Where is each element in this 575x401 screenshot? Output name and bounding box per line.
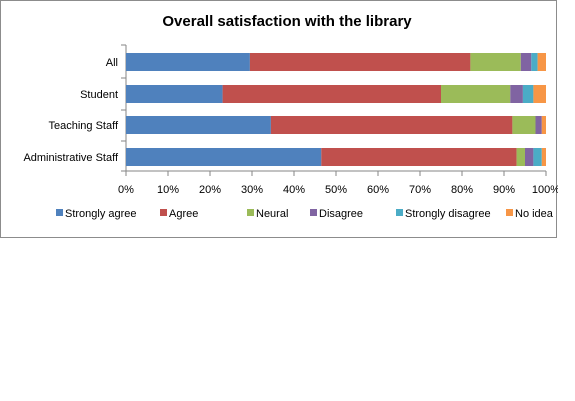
legend-label: Strongly agree	[65, 208, 137, 220]
bar-strongly-disagree	[522, 85, 534, 103]
legend-swatch	[396, 209, 403, 216]
chart-frame: Overall satisfaction with the library 0%…	[0, 0, 558, 238]
bar-neural	[441, 85, 511, 103]
bar-disagree	[520, 53, 532, 71]
bar-agree	[222, 85, 441, 103]
bar-no-idea	[541, 116, 546, 134]
x-tick-label: 30%	[241, 184, 263, 196]
legend-swatch	[56, 209, 63, 216]
bar-strongly-agree	[126, 85, 223, 103]
legend-label: No idea	[515, 208, 554, 220]
bar-strongly-disagree	[531, 53, 538, 71]
legend-swatch	[160, 209, 167, 216]
x-tick-label: 90%	[493, 184, 515, 196]
x-tick-label: 50%	[325, 184, 347, 196]
x-tick-label: 100%	[532, 184, 558, 196]
bar-agree	[321, 148, 517, 166]
bar-strongly-disagree	[533, 148, 542, 166]
plot-area: 0% 10% 20% 30% 40% 50% 60% 70% 80% 90% 100% All Stud…	[23, 44, 558, 196]
x-tick-label: 60%	[367, 184, 389, 196]
bar-neural	[516, 148, 525, 166]
bar-strongly-agree	[126, 148, 322, 166]
bar-neural	[470, 53, 521, 71]
category-label: Student	[80, 89, 118, 101]
bar-strongly-agree	[126, 53, 250, 71]
bar-disagree	[535, 116, 542, 134]
bar-disagree	[525, 148, 534, 166]
stacked-bar-chart: Overall satisfaction with the library 0%…	[23, 13, 558, 220]
bar-agree	[249, 53, 471, 71]
x-tick-label: 10%	[157, 184, 179, 196]
category-label: All	[106, 57, 118, 69]
bar-no-idea	[533, 85, 546, 103]
legend-label: Disagree	[319, 208, 363, 220]
bar-disagree	[510, 85, 523, 103]
bar-agree	[270, 116, 513, 134]
legend-label: Neural	[256, 208, 288, 220]
bar-no-idea	[537, 53, 546, 71]
bar-no-idea	[541, 148, 546, 166]
category-label: Teaching Staff	[48, 120, 118, 132]
legend-label: Strongly disagree	[405, 208, 491, 220]
x-tick-label: 70%	[409, 184, 431, 196]
legend-swatch	[506, 209, 513, 216]
legend-label: Agree	[169, 208, 198, 220]
legend: Strongly agree Agree Neural Disagree Strongl…	[56, 208, 554, 220]
x-tick-label: 40%	[283, 184, 305, 196]
chart-title: Overall satisfaction with the library	[162, 13, 412, 30]
bar-strongly-agree	[126, 116, 271, 134]
category-label: Administrative Staff	[23, 152, 119, 164]
x-tick-label: 0%	[118, 184, 134, 196]
bar-neural	[512, 116, 536, 134]
legend-swatch	[310, 209, 317, 216]
x-tick-label: 20%	[199, 184, 221, 196]
x-tick-label: 80%	[451, 184, 473, 196]
legend-swatch	[247, 209, 254, 216]
